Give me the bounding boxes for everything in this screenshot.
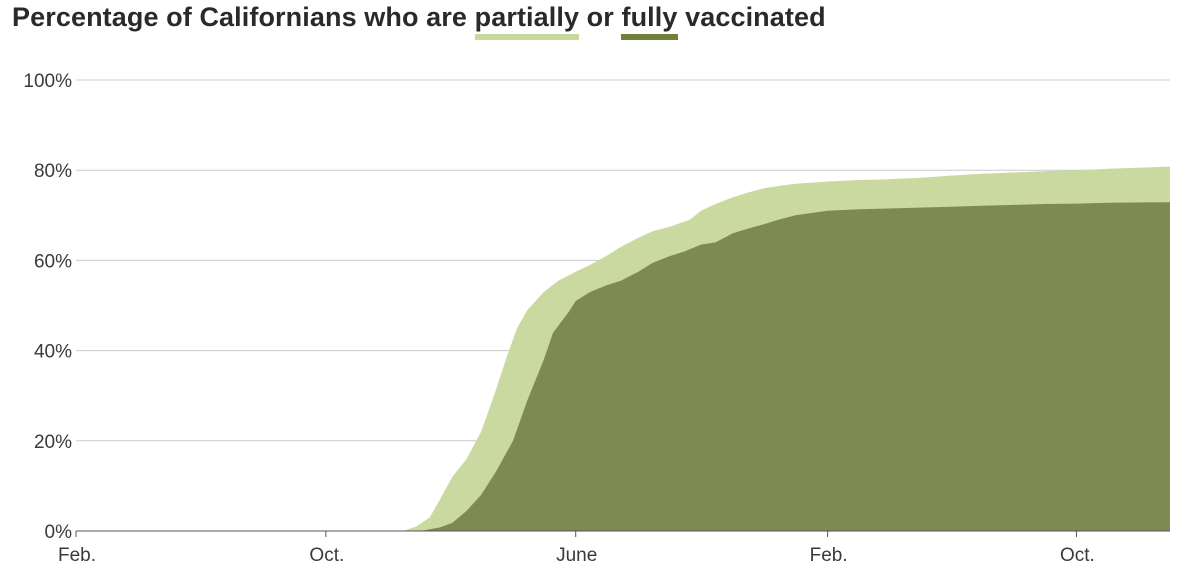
- x-tick-label: Feb.: [58, 545, 96, 566]
- area-series: [403, 166, 1170, 531]
- x-tick-label: Oct.: [1060, 545, 1095, 566]
- y-tick-label: 0%: [45, 522, 73, 543]
- x-tick-label: Oct.: [309, 545, 344, 566]
- y-tick-label: 20%: [34, 432, 72, 453]
- title-suffix: vaccinated: [677, 2, 826, 32]
- area-fully: [420, 202, 1170, 531]
- x-tick-label: June: [556, 545, 597, 566]
- title-middle: or: [579, 2, 622, 32]
- y-tick-label: 80%: [34, 161, 72, 182]
- chart-title: Percentage of Californians who are parti…: [12, 2, 826, 40]
- title-partial-highlight: partially: [474, 2, 580, 40]
- title-full-highlight: fully: [621, 2, 678, 40]
- y-tick-label: 100%: [23, 71, 72, 92]
- y-tick-label: 60%: [34, 251, 72, 272]
- y-tick-label: 40%: [34, 342, 72, 363]
- x-tick-label: Feb.: [810, 545, 848, 566]
- axes: 0% 20% 40% 60% 80% 100% Feb. Oct. June Feb. Oct.: [23, 71, 1170, 566]
- title-prefix: Percentage of Californians who are: [12, 2, 475, 32]
